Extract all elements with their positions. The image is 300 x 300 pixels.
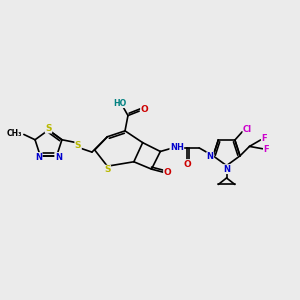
Text: N: N <box>35 152 42 161</box>
Text: O: O <box>184 160 191 169</box>
Text: O: O <box>164 168 172 177</box>
Text: O: O <box>141 105 148 114</box>
Text: NH: NH <box>170 143 184 152</box>
Text: S: S <box>45 124 52 133</box>
Text: N: N <box>55 152 62 161</box>
Text: HO: HO <box>114 99 127 108</box>
Text: F: F <box>263 145 269 154</box>
Text: CH₃: CH₃ <box>7 129 22 138</box>
Text: S: S <box>75 140 81 149</box>
Text: F: F <box>261 134 267 143</box>
Text: S: S <box>104 165 111 174</box>
Text: Cl: Cl <box>243 125 252 134</box>
Text: N: N <box>223 165 230 174</box>
Text: N: N <box>207 152 214 161</box>
